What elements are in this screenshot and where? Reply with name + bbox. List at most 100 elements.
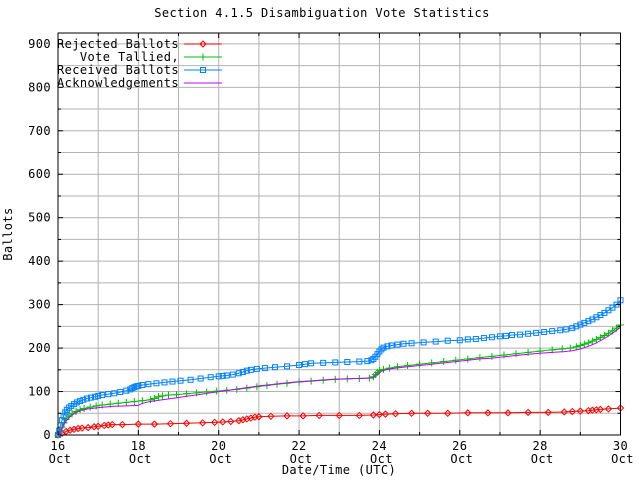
diamond-marker (78, 424, 86, 432)
square-marker (80, 396, 87, 403)
y-tick-label: 900 (28, 37, 51, 51)
square-marker (388, 342, 395, 349)
diamond-marker (407, 409, 416, 417)
diamond-marker (375, 410, 384, 419)
data-series (54, 297, 625, 439)
series-line (57, 407, 621, 436)
square-marker (215, 373, 222, 380)
square-marker (400, 340, 407, 347)
square-marker (581, 319, 588, 326)
square-marker (169, 378, 176, 385)
legend: Rejected Ballots Vote Tallied, Received … (57, 37, 222, 90)
square-marker (139, 382, 146, 389)
diamond-marker (464, 409, 472, 417)
diamond-marker (198, 419, 207, 427)
legend-label-vote-tallied: Vote Tallied, (80, 50, 179, 64)
series-received-ballots (55, 297, 624, 438)
square-marker (219, 372, 226, 379)
x-tick-label-day: 22 (291, 439, 306, 453)
square-marker (444, 337, 451, 344)
square-marker (308, 360, 315, 367)
y-tick-label: 0 (43, 428, 51, 442)
diamond-marker (247, 414, 255, 422)
diamond-marker (315, 411, 323, 420)
square-marker (356, 358, 363, 365)
square-marker (380, 344, 387, 351)
diamond-marker (227, 417, 235, 426)
x-tick-label-day: 20 (211, 439, 226, 453)
diamond-marker (335, 411, 343, 420)
plus-marker (164, 391, 172, 399)
square-marker (364, 358, 371, 365)
square-marker (344, 358, 351, 365)
square-marker (99, 392, 106, 399)
square-marker (284, 363, 291, 370)
plus-marker (452, 356, 460, 364)
square-marker (549, 328, 556, 335)
legend-sample-received-ballots (184, 67, 222, 73)
plus-marker (122, 398, 130, 406)
x-tick-label-month: Oct (129, 452, 152, 466)
diamond-marker (568, 407, 576, 416)
diamond-marker (70, 425, 78, 434)
y-tick-label: 100 (28, 385, 51, 399)
diamond-marker (84, 423, 92, 432)
diamond-marker (504, 409, 512, 417)
square-marker (145, 381, 152, 388)
plus-marker (524, 348, 532, 356)
plus-marker (584, 339, 592, 347)
x-axis-title: Date/Time (UTC) (282, 463, 396, 477)
square-marker (408, 340, 415, 347)
x-tick-label-day: 16 (50, 439, 65, 453)
square-marker (394, 341, 401, 348)
square-marker (332, 359, 339, 366)
square-marker (60, 412, 67, 419)
square-marker (320, 359, 327, 366)
diamond-marker (524, 408, 532, 417)
series-vote-tallied (54, 321, 624, 439)
diamond-marker (108, 420, 116, 429)
diamond-marker (66, 426, 74, 434)
x-tick-label-day: 26 (452, 439, 467, 453)
diamond-marker (134, 420, 143, 428)
plus-marker (566, 344, 574, 352)
y-tick-label: 200 (28, 341, 51, 355)
square-marker (557, 327, 564, 334)
plus-marker (440, 358, 448, 366)
diamond-marker (166, 419, 175, 428)
series-acknowledgements (57, 326, 621, 436)
square-marker (420, 339, 427, 346)
square-marker (83, 395, 90, 402)
plus-marker (173, 391, 181, 399)
square-marker (111, 390, 118, 397)
plus-marker (130, 398, 138, 406)
y-tick-label: 400 (28, 254, 51, 268)
plus-marker (464, 355, 472, 363)
x-tick-label-month: Oct (531, 452, 554, 466)
axis-ticks (57, 33, 621, 436)
square-marker (563, 326, 570, 333)
diamond-marker (423, 409, 432, 417)
plus-marker (199, 53, 207, 61)
square-marker (488, 334, 495, 341)
square-marker (533, 329, 540, 336)
legend-item-vote-tallied: Vote Tallied, (80, 50, 222, 64)
diamond-marker (94, 422, 102, 431)
plus-marker (588, 337, 596, 345)
diamond-marker (118, 420, 126, 429)
square-marker (472, 335, 479, 342)
square-marker (177, 377, 184, 384)
plus-marker (512, 350, 520, 358)
square-marker (573, 323, 580, 330)
square-marker (496, 333, 503, 340)
x-tick-label-month: Oct (370, 452, 393, 466)
y-axis-title: Ballots (1, 207, 15, 260)
diamond-marker (444, 409, 452, 417)
plus-marker (580, 340, 588, 348)
square-marker (271, 364, 278, 371)
square-marker (243, 367, 250, 374)
square-marker (87, 394, 94, 401)
square-marker (153, 380, 160, 387)
x-tick-label-day: 18 (131, 439, 146, 453)
